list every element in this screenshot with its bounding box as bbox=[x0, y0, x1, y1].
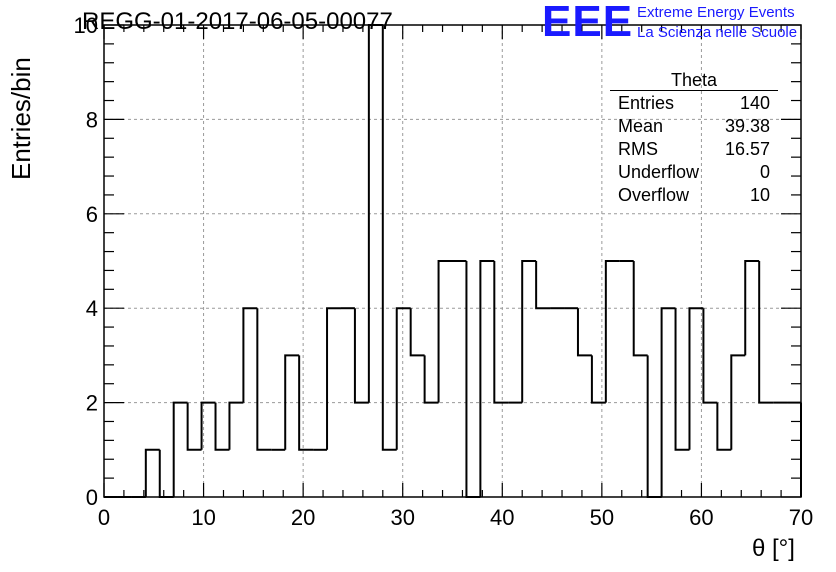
x-tick-label: 40 bbox=[490, 505, 514, 530]
y-tick-label: 8 bbox=[86, 107, 98, 132]
plot-frame bbox=[103, 24, 802, 498]
histogram-bin bbox=[674, 308, 690, 451]
histogram-bin bbox=[172, 401, 188, 497]
histogram-bin bbox=[604, 260, 620, 403]
y-tick-label: 6 bbox=[86, 202, 98, 227]
logo-subtitle-1: Extreme Energy Events bbox=[637, 4, 795, 21]
x-tick-label: 70 bbox=[789, 505, 813, 530]
histogram-bin bbox=[465, 261, 481, 498]
histogram-bin bbox=[758, 261, 774, 404]
stats-row: Underflow 0 bbox=[610, 161, 778, 184]
stats-value: 10 bbox=[749, 185, 770, 205]
histogram-bin bbox=[228, 401, 244, 450]
stats-label: Underflow bbox=[618, 162, 700, 182]
histogram-bin bbox=[437, 260, 453, 403]
x-tick-label: 10 bbox=[191, 505, 215, 530]
histogram-bin bbox=[298, 355, 314, 451]
stats-row: Mean 39.38 bbox=[610, 115, 778, 138]
histogram-bin bbox=[479, 260, 495, 497]
stats-value: 16.57 bbox=[724, 139, 770, 159]
stats-label: RMS bbox=[618, 139, 658, 159]
stats-title: Theta bbox=[670, 70, 718, 90]
histogram-series bbox=[104, 24, 802, 498]
histogram-bin bbox=[367, 24, 383, 403]
x-axis-label: θ [°] bbox=[752, 535, 795, 562]
histogram-bin bbox=[395, 307, 411, 450]
histogram-bin bbox=[353, 308, 369, 404]
stats-label: Overflow bbox=[618, 185, 690, 205]
stats-label: Entries bbox=[618, 93, 675, 113]
histogram-bin bbox=[381, 25, 397, 451]
histogram-bin bbox=[632, 261, 648, 357]
histogram-bin bbox=[730, 354, 746, 450]
histogram-bin bbox=[326, 307, 341, 450]
histogram-bin bbox=[688, 307, 704, 450]
x-tick-label: 60 bbox=[689, 505, 713, 530]
histogram-bin bbox=[744, 260, 760, 356]
plot-border bbox=[103, 24, 802, 498]
histogram-bin bbox=[423, 355, 439, 404]
run-title: REGG-01-2017-06-05-00077 bbox=[82, 8, 393, 35]
x-tick-label: 50 bbox=[590, 505, 614, 530]
histogram-bin bbox=[284, 354, 300, 450]
x-tick-label: 20 bbox=[291, 505, 315, 530]
histogram-bin bbox=[535, 261, 551, 310]
histogram-bin bbox=[144, 448, 160, 497]
histogram-bin bbox=[716, 402, 732, 451]
stats-box: Theta Entries 140 Mean 39.38 RMS 16.57 U… bbox=[610, 70, 778, 207]
stats-row: RMS 16.57 bbox=[610, 138, 778, 161]
histogram-bin bbox=[214, 402, 230, 451]
histogram-bin bbox=[590, 355, 606, 404]
histogram-bin bbox=[242, 307, 258, 403]
stats-value: 140 bbox=[739, 93, 770, 113]
histogram-bin bbox=[256, 308, 272, 451]
stats-label: Mean bbox=[618, 116, 664, 136]
axis-ticks bbox=[103, 24, 802, 498]
histogram-bin bbox=[158, 449, 174, 498]
y-tick-label: 10 bbox=[74, 13, 98, 38]
stats-row: Entries 140 bbox=[610, 92, 778, 115]
grid-lines bbox=[104, 25, 801, 497]
histogram-bin bbox=[702, 308, 718, 404]
y-tick-label: 0 bbox=[86, 485, 98, 510]
histogram-bin bbox=[200, 401, 216, 450]
eee-logo: EEE bbox=[542, 0, 634, 46]
stats-value: 0 bbox=[759, 162, 770, 182]
stats-row: Overflow 10 bbox=[610, 184, 778, 207]
logo-subtitle-2: La Scienza nelle Scuole bbox=[637, 24, 798, 41]
histogram-bin bbox=[409, 308, 425, 357]
histogram-bin bbox=[576, 308, 592, 357]
stats-divider bbox=[610, 90, 778, 91]
histogram-bin bbox=[493, 261, 509, 404]
x-tick-label: 30 bbox=[390, 505, 414, 530]
histogram-bin bbox=[660, 307, 676, 497]
y-tick-label: 4 bbox=[86, 296, 98, 321]
histogram-bin bbox=[186, 402, 202, 451]
tick-labels: 0 10 20 30 40 50 60 70 0 2 4 6 8 10 bbox=[74, 13, 814, 530]
histogram-bin bbox=[646, 355, 662, 498]
stats-value: 39.38 bbox=[724, 116, 770, 136]
histogram-bin bbox=[521, 260, 537, 403]
y-axis-label: Entries/bin bbox=[6, 57, 36, 180]
x-tick-label: 0 bbox=[98, 505, 110, 530]
y-tick-label: 2 bbox=[86, 391, 98, 416]
